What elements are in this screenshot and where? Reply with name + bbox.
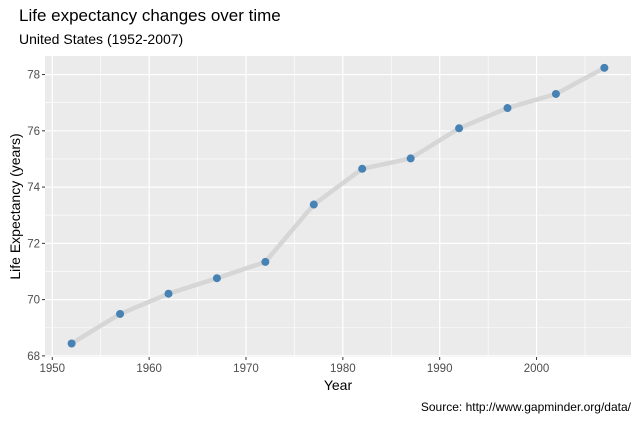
axis-ticks: 1950 1960 1970 1980 1990 2000 68 70 72 74 76 78 [27,70,549,375]
y-tick-label: 72 [27,238,40,250]
y-tick-label: 78 [27,70,40,82]
x-tick-label: 1960 [136,363,162,375]
chart-subtitle: United States (1952-2007) [19,31,184,47]
data-point [116,309,125,318]
y-tick-label: 74 [27,182,40,194]
x-tick-label: 1950 [39,363,65,375]
y-tick-label: 68 [27,351,40,363]
y-tick-label: 76 [27,126,40,138]
major-gridlines [45,56,631,357]
x-tick-label: 1980 [330,363,356,375]
x-axis-title: Year [324,377,353,393]
series-line [69,65,607,346]
data-point [67,339,76,348]
data-point [164,289,173,298]
chart-title: Life expectancy changes over time [19,6,281,25]
data-point [406,154,415,163]
x-tick-label: 1990 [427,363,453,375]
plot-panel [45,56,631,357]
data-point [358,164,367,173]
data-series [67,63,609,348]
data-point [503,104,512,113]
data-point [455,124,464,133]
data-point [261,257,270,266]
x-tick-label: 2000 [524,363,550,375]
x-tick-label: 1970 [233,363,259,375]
data-point [551,89,560,98]
minor-gridlines [45,56,631,357]
y-axis-title: Life Expectancy (years) [7,133,23,279]
y-tick-label: 70 [27,295,40,307]
data-point [309,200,318,209]
data-point [212,274,221,283]
data-point [600,63,609,72]
source-caption: Source: http://www.gapminder.org/data/ [420,400,631,414]
